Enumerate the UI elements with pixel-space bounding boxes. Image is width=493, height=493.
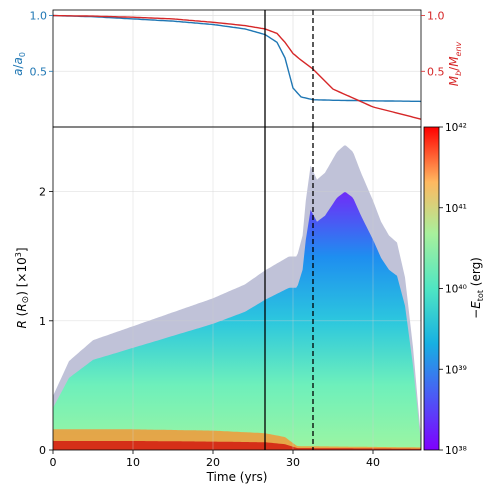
bound-mass-line — [53, 14, 421, 120]
bottom-panel: 0 10 20 30 40 0 1 2 Time (yrs) R (R⊙) [×103] — [14, 126, 422, 484]
bottom-vlines — [264, 127, 314, 450]
top-grid — [52, 10, 421, 127]
y-tick-label: 1 — [39, 315, 46, 328]
x-ticks: 0 10 20 30 40 — [50, 450, 380, 469]
top-left-tick-label: 1.0 — [30, 10, 48, 23]
y-ticks: 0 1 2 — [39, 186, 53, 457]
top-vlines — [264, 10, 314, 127]
top-right-tick-label: 0.5 — [427, 65, 445, 78]
x-tick-label: 40 — [366, 456, 380, 469]
x-tick-label: 30 — [286, 456, 300, 469]
colorbar: 10³⁸ 10³⁹ 10⁴⁰ 10⁴¹ 10⁴² −Etot (erg) — [423, 122, 485, 457]
top-panel: 0.5 1.0 0.5 1.0 a/a0 Mb/Menv — [11, 10, 463, 128]
x-tick-label: 20 — [206, 456, 220, 469]
colorbar-tick-label: 10³⁸ — [445, 445, 467, 457]
energy-bands — [53, 429, 421, 450]
top-left-tick-label: 0.5 — [30, 65, 48, 78]
bottom-axes-frame — [52, 126, 422, 451]
envelope-fill — [53, 192, 421, 450]
inner-energy-band — [53, 441, 421, 450]
y-axis-label: R (R⊙) [×103] — [14, 247, 31, 328]
x-axis-label: Time (yrs) — [206, 470, 268, 484]
colorbar-ticks: 10³⁸ 10³⁹ 10⁴⁰ 10⁴¹ 10⁴² — [439, 122, 467, 457]
top-right-ylabel: Mb/Menv — [447, 41, 463, 86]
top-right-tick-label: 1.0 — [427, 10, 445, 23]
top-right-ticks: 0.5 1.0 — [421, 10, 445, 78]
colorbar-tick-label: 10⁴² — [445, 122, 467, 134]
colorbar-tick-label: 10⁴¹ — [445, 203, 467, 215]
top-left-ylabel: a/a0 — [11, 52, 27, 76]
y-tick-label: 0 — [39, 444, 46, 457]
x-tick-label: 0 — [50, 456, 57, 469]
colorbar-gradient — [423, 126, 440, 451]
colorbar-tick-label: 10³⁹ — [445, 364, 467, 376]
top-left-ticks: 0.5 1.0 — [30, 10, 53, 78]
x-tick-label: 10 — [126, 456, 140, 469]
colorbar-tick-label: 10⁴⁰ — [445, 284, 467, 296]
y-tick-label: 2 — [39, 186, 46, 199]
top-series — [53, 14, 421, 120]
separation-line — [53, 14, 421, 103]
colorbar-label: −Etot (erg) — [469, 257, 485, 319]
